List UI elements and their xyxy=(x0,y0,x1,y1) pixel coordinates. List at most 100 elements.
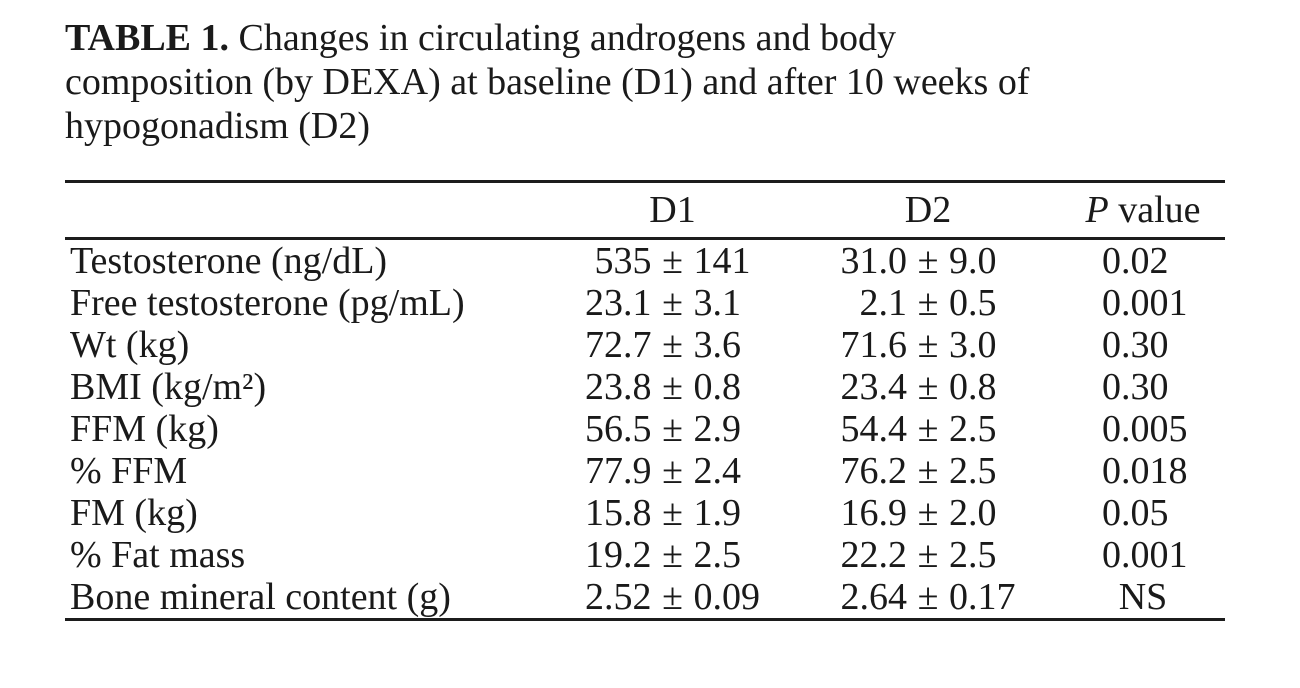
cell-d2: 71.6 ±3.0 xyxy=(795,324,1061,366)
plus-minus-symbol: ± xyxy=(662,534,683,576)
data-table: D1 D2 P value Testosterone (ng/dL) 535 ±1… xyxy=(65,180,1225,621)
d1-mean: 72.7 xyxy=(585,324,652,366)
cell-d1: 15.8 ±1.9 xyxy=(550,492,795,534)
d2-sd: 3.0 xyxy=(949,324,997,366)
d1-sd: 0.8 xyxy=(693,366,742,408)
plus-minus-symbol: ± xyxy=(662,576,683,618)
cell-d1: 19.2 ±2.5 xyxy=(550,534,795,576)
row-label: FM (kg) xyxy=(70,492,198,534)
d1-mean: 23.8 xyxy=(585,366,652,408)
table-caption: TABLE 1. Changes in circulating androgen… xyxy=(65,16,1235,148)
cell-d1: 23.1 ±3.1 xyxy=(550,282,795,324)
row-label: % FFM xyxy=(70,450,188,492)
cell-d2: 23.4 ±0.8 xyxy=(795,366,1061,408)
cell-d1: 23.8 ±0.8 xyxy=(550,366,795,408)
d1-sd: 141 xyxy=(693,240,751,282)
table-row: Wt (kg) 72.7 ±3.6 71.6 ±3.0 0.30 xyxy=(65,324,1225,366)
row-label: FFM (kg) xyxy=(70,408,219,450)
header-p-italic: P xyxy=(1085,189,1109,231)
cell-p-value: 0.018 xyxy=(1102,450,1188,492)
table-caption-line3: hypogonadism (D2) xyxy=(65,105,371,147)
plus-minus-symbol: ± xyxy=(917,534,939,576)
plus-minus-symbol: ± xyxy=(662,240,683,282)
d2-mean: 16.9 xyxy=(840,492,908,534)
plus-minus-symbol: ± xyxy=(662,450,683,492)
table-mid-rule xyxy=(65,237,1225,240)
d2-mean: 2.64 xyxy=(840,576,908,618)
table-caption-line1: Changes in circulating androgens and bod… xyxy=(229,17,896,59)
table-body: Testosterone (ng/dL) 535 ±141 31.0 ±9.0 0.… xyxy=(65,240,1225,618)
cell-d1: 77.9 ±2.4 xyxy=(550,450,795,492)
plus-minus-symbol: ± xyxy=(662,282,683,324)
table-caption-label: TABLE 1. xyxy=(65,17,230,59)
cell-d2: 54.4 ±2.5 xyxy=(795,408,1061,450)
cell-d1: 535 ±141 xyxy=(550,240,795,282)
d2-mean: 22.2 xyxy=(840,534,908,576)
header-p-rest: value xyxy=(1108,189,1201,231)
d2-sd: 0.5 xyxy=(949,282,997,324)
row-label: Free testosterone (pg/mL) xyxy=(70,282,465,324)
table-row: Bone mineral content (g) 2.52 ±0.09 2.64 ±… xyxy=(65,576,1225,618)
table-row: BMI (kg/m²) 23.8 ±0.8 23.4 ±0.8 0.30 xyxy=(65,366,1225,408)
d1-mean: 535 xyxy=(594,240,652,282)
d2-sd: 2.5 xyxy=(949,408,997,450)
table-caption-line2: composition (by DEXA) at baseline (D1) a… xyxy=(65,61,1030,103)
plus-minus-symbol: ± xyxy=(917,408,939,450)
plus-minus-symbol: ± xyxy=(917,492,939,534)
table-top-rule xyxy=(65,180,1225,183)
d2-sd: 2.0 xyxy=(949,492,997,534)
plus-minus-symbol: ± xyxy=(917,240,939,282)
cell-d2: 2.64 ±0.17 xyxy=(795,576,1061,618)
d1-mean: 19.2 xyxy=(585,534,652,576)
row-label: BMI (kg/m²) xyxy=(70,366,267,408)
plus-minus-symbol: ± xyxy=(662,366,683,408)
d2-sd: 0.17 xyxy=(949,576,1016,618)
table-row: Free testosterone (pg/mL) 23.1 ±3.1 2.1 ±0… xyxy=(65,282,1225,324)
plus-minus-symbol: ± xyxy=(917,282,939,324)
d1-mean: 77.9 xyxy=(585,450,652,492)
d2-sd: 2.5 xyxy=(949,450,997,492)
d2-mean: 71.6 xyxy=(840,324,908,366)
cell-p-value: NS xyxy=(1118,576,1168,618)
cell-p-value: 0.30 xyxy=(1102,324,1169,366)
plus-minus-symbol: ± xyxy=(917,576,939,618)
plus-minus-symbol: ± xyxy=(917,324,939,366)
header-d2: D2 xyxy=(904,189,952,231)
d1-sd: 2.4 xyxy=(693,450,742,492)
cell-p-value: 0.001 xyxy=(1102,282,1188,324)
header-d1: D1 xyxy=(649,189,696,231)
cell-d1: 72.7 ±3.6 xyxy=(550,324,795,366)
cell-p-value: 0.30 xyxy=(1102,366,1169,408)
d1-mean: 23.1 xyxy=(585,282,652,324)
table-bottom-rule xyxy=(65,618,1225,621)
plus-minus-symbol: ± xyxy=(662,324,683,366)
d2-mean: 2.1 xyxy=(859,282,908,324)
d2-mean: 23.4 xyxy=(840,366,908,408)
d2-mean: 76.2 xyxy=(840,450,908,492)
table-row: Testosterone (ng/dL) 535 ±141 31.0 ±9.0 0.… xyxy=(65,240,1225,282)
cell-d1: 2.52 ±0.09 xyxy=(550,576,795,618)
table-row: FM (kg) 15.8 ±1.9 16.9 ±2.0 0.05 xyxy=(65,492,1225,534)
table-row: % FFM 77.9 ±2.4 76.2 ±2.5 0.018 xyxy=(65,450,1225,492)
row-label: Wt (kg) xyxy=(70,324,190,366)
d1-sd: 2.9 xyxy=(693,408,742,450)
table-header-row: D1 D2 P value xyxy=(65,183,1225,237)
d2-sd: 9.0 xyxy=(949,240,997,282)
plus-minus-symbol: ± xyxy=(917,366,939,408)
header-p-value: P value xyxy=(1061,188,1225,232)
cell-p-value: 0.001 xyxy=(1102,534,1188,576)
cell-d2: 2.1 ±0.5 xyxy=(795,282,1061,324)
table-row: % Fat mass 19.2 ±2.5 22.2 ±2.5 0.001 xyxy=(65,534,1225,576)
row-label: Bone mineral content (g) xyxy=(70,576,451,618)
d2-sd: 0.8 xyxy=(949,366,997,408)
cell-p-value: 0.05 xyxy=(1102,492,1169,534)
plus-minus-symbol: ± xyxy=(662,408,683,450)
d2-mean: 54.4 xyxy=(840,408,908,450)
cell-d2: 31.0 ±9.0 xyxy=(795,240,1061,282)
cell-p-value: 0.02 xyxy=(1102,240,1169,282)
table-row: FFM (kg) 56.5 ±2.9 54.4 ±2.5 0.005 xyxy=(65,408,1225,450)
cell-d2: 22.2 ±2.5 xyxy=(795,534,1061,576)
row-label: Testosterone (ng/dL) xyxy=(70,240,388,282)
d1-sd: 0.09 xyxy=(693,576,761,618)
